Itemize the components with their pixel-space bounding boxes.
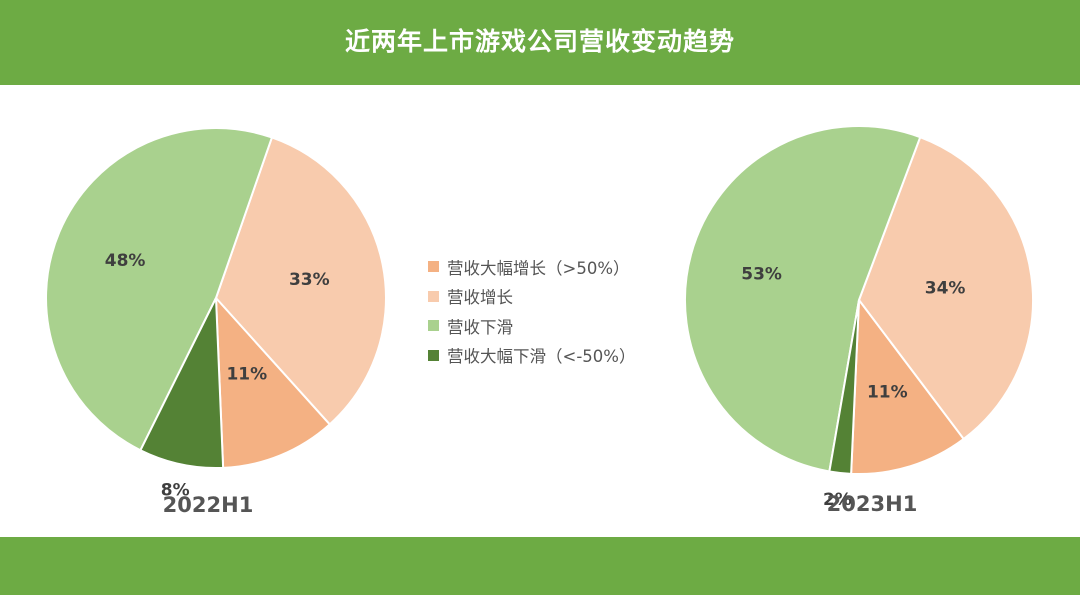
pie-slice-decline — [45, 127, 274, 452]
pie-slice-growth — [857, 135, 1034, 441]
data-label-strong-decline: 2% — [823, 490, 852, 510]
title-bar: 近两年上市游戏公司营收变动趋势 — [0, 0, 1080, 85]
pie-slice-growth — [214, 136, 387, 426]
legend: 营收大幅增长（>50%） 营收增长 营收下滑 营收大幅下滑（<-50%） — [428, 252, 635, 370]
legend-label: 营收大幅下滑（<-50%） — [447, 347, 636, 367]
legend-swatch — [428, 261, 439, 273]
pie-chart-2022: 11% 33% 48% 8%2022H1 — [45, 127, 387, 517]
data-label-decline: 53% — [741, 265, 782, 285]
data-label-strong-decline: 8% — [161, 481, 190, 501]
pie-slice-strong-growth — [214, 295, 332, 469]
pie-slice-strong-decline — [828, 299, 860, 475]
legend-label: 营收大幅增长（>50%） — [447, 258, 630, 278]
legend-swatch — [428, 349, 439, 361]
legend-item-decline: 营收下滑 — [428, 311, 635, 341]
pie-chart-2023: 11% 34% 53% 2%2023H1 — [684, 125, 1034, 516]
chart-caption: 2022H1 — [163, 493, 254, 517]
legend-item-growth: 营收增长 — [428, 282, 635, 312]
data-label-growth: 34% — [925, 279, 966, 299]
legend-label: 营收增长 — [447, 288, 513, 308]
footer-bar — [0, 537, 1080, 595]
legend-item-strong-decline: 营收大幅下滑（<-50%） — [428, 341, 635, 371]
legend-swatch — [428, 290, 439, 302]
pie-slice-decline — [684, 125, 922, 473]
legend-label: 营收下滑 — [447, 317, 513, 337]
data-label-strong-growth: 11% — [226, 365, 267, 385]
pie-slice-strong-growth — [850, 297, 966, 475]
chart-caption: 2023H1 — [827, 492, 918, 516]
chart-title: 近两年上市游戏公司营收变动趋势 — [344, 26, 735, 56]
data-label-growth: 33% — [289, 270, 330, 290]
legend-item-strong-growth: 营收大幅增长（>50%） — [428, 252, 635, 282]
pie-slice-strong-decline — [139, 297, 225, 469]
legend-swatch — [428, 320, 439, 332]
data-label-decline: 48% — [105, 251, 146, 271]
data-label-strong-growth: 11% — [867, 382, 908, 402]
